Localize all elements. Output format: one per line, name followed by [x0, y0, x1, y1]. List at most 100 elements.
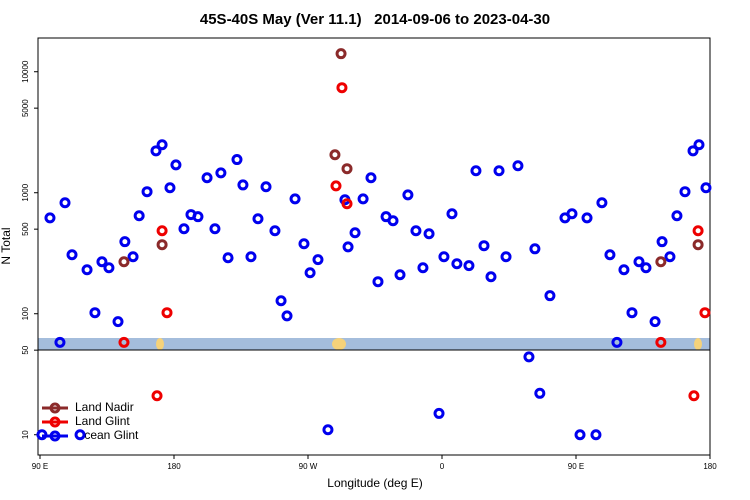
point: [151, 390, 163, 402]
point: [112, 316, 124, 328]
point: [141, 186, 153, 198]
y-tick-label: 50: [21, 345, 30, 354]
point: [596, 197, 608, 209]
point: [245, 251, 257, 263]
point: [96, 256, 108, 268]
point: [231, 154, 243, 166]
y-tick-label: 10: [21, 430, 30, 439]
point: [44, 212, 56, 224]
point: [417, 262, 429, 274]
point: [692, 239, 704, 251]
legend-marker: [49, 430, 61, 442]
point: [322, 424, 334, 436]
legend-label: Ocean Glint: [75, 428, 139, 442]
point: [470, 165, 482, 177]
point: [410, 225, 422, 237]
point: [342, 241, 354, 253]
point: [133, 210, 145, 222]
point: [529, 243, 541, 255]
point: [671, 210, 683, 222]
point: [618, 264, 630, 276]
legend-label: Land Glint: [75, 414, 130, 428]
point: [590, 429, 602, 441]
point: [463, 260, 475, 272]
point: [387, 215, 399, 227]
point: [312, 254, 324, 266]
x-tick-label: 90 E: [32, 462, 48, 471]
point: [59, 197, 71, 209]
point: [170, 159, 182, 171]
point: [201, 172, 213, 184]
point: [687, 145, 699, 157]
point: [574, 429, 586, 441]
point: [478, 240, 490, 252]
point: [512, 160, 524, 172]
y-axis-label: N Total: [0, 227, 13, 264]
point: [66, 249, 78, 261]
point: [446, 208, 458, 220]
point: [341, 163, 353, 175]
point: [688, 390, 700, 402]
legend-marker: [49, 416, 61, 428]
point: [423, 228, 435, 240]
point: [335, 48, 347, 60]
point: [349, 227, 361, 239]
y-tick-label: 100: [21, 307, 30, 321]
point: [700, 182, 712, 194]
point: [336, 82, 348, 94]
point: [215, 167, 227, 179]
point: [626, 307, 638, 319]
point: [156, 225, 168, 237]
point: [150, 145, 162, 157]
point: [655, 336, 667, 348]
legend-label: Land Nadir: [75, 400, 134, 414]
point: [433, 407, 445, 419]
point: [54, 336, 66, 348]
point: [581, 212, 593, 224]
point: [438, 251, 450, 263]
point: [451, 258, 463, 270]
point: [222, 252, 234, 264]
x-axis-label: Longitude (deg E): [327, 476, 422, 490]
point: [485, 271, 497, 283]
point: [649, 316, 661, 328]
point: [633, 256, 645, 268]
legend-marker: [49, 402, 61, 414]
point: [664, 251, 676, 263]
point: [604, 249, 616, 261]
point: [640, 262, 652, 274]
point: [127, 251, 139, 263]
point: [523, 351, 535, 363]
point: [341, 198, 353, 210]
point: [692, 225, 704, 237]
surface-strip: [38, 338, 710, 350]
land-patch: [694, 338, 702, 350]
point: [304, 267, 316, 279]
land-patch: [156, 338, 164, 350]
point: [544, 290, 556, 302]
x-tick-label: 90 W: [299, 462, 318, 471]
point: [178, 223, 190, 235]
point: [260, 181, 272, 193]
point: [372, 276, 384, 288]
point: [365, 172, 377, 184]
point: [329, 149, 341, 161]
point: [74, 429, 86, 441]
point: [156, 139, 168, 151]
chart-title: 45S-40S May (Ver 11.1) 2014-09-06 to 202…: [200, 11, 550, 28]
point: [275, 295, 287, 307]
x-tick-label: 0: [440, 462, 445, 471]
point: [161, 307, 173, 319]
point: [656, 236, 668, 248]
point: [118, 256, 130, 268]
y-tick-label: 1000: [21, 183, 30, 201]
point: [89, 307, 101, 319]
y-tick-label: 10000: [21, 60, 30, 83]
plot-frame: [37, 37, 711, 456]
point: [357, 193, 369, 205]
point: [119, 236, 131, 248]
point: [252, 213, 264, 225]
point: [81, 264, 93, 276]
